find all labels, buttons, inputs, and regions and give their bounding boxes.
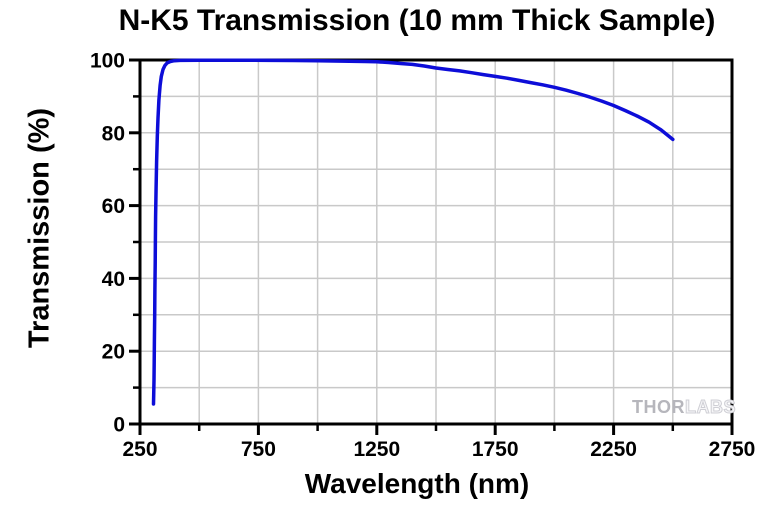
y-tick-label: 20	[102, 341, 125, 364]
x-tick-label: 2250	[590, 438, 637, 461]
transmission-curve	[151, 58, 675, 406]
y-tick-label: 40	[102, 268, 125, 291]
x-axis-label: Wavelength (nm)	[304, 468, 530, 499]
y-tick-label: 0	[113, 414, 125, 437]
y-tick-label: 100	[90, 50, 125, 73]
x-tick-label: 750	[241, 438, 276, 461]
thorlabs-watermark-thor: THOR	[632, 397, 685, 417]
x-tick-label: 1250	[353, 438, 400, 461]
chart-title: N-K5 Transmission (10 mm Thick Sample)	[118, 4, 716, 37]
thorlabs-watermark-labs: LABS	[685, 397, 737, 418]
x-tick-label: 250	[122, 438, 157, 461]
plot-frame	[138, 58, 734, 426]
thorlabs-watermark: THORLABS	[632, 397, 736, 418]
x-tick-label: 2750	[709, 438, 756, 461]
y-tick-label: 60	[102, 195, 125, 218]
x-tick-label: 1750	[472, 438, 519, 461]
y-tick-label: 80	[102, 122, 125, 145]
